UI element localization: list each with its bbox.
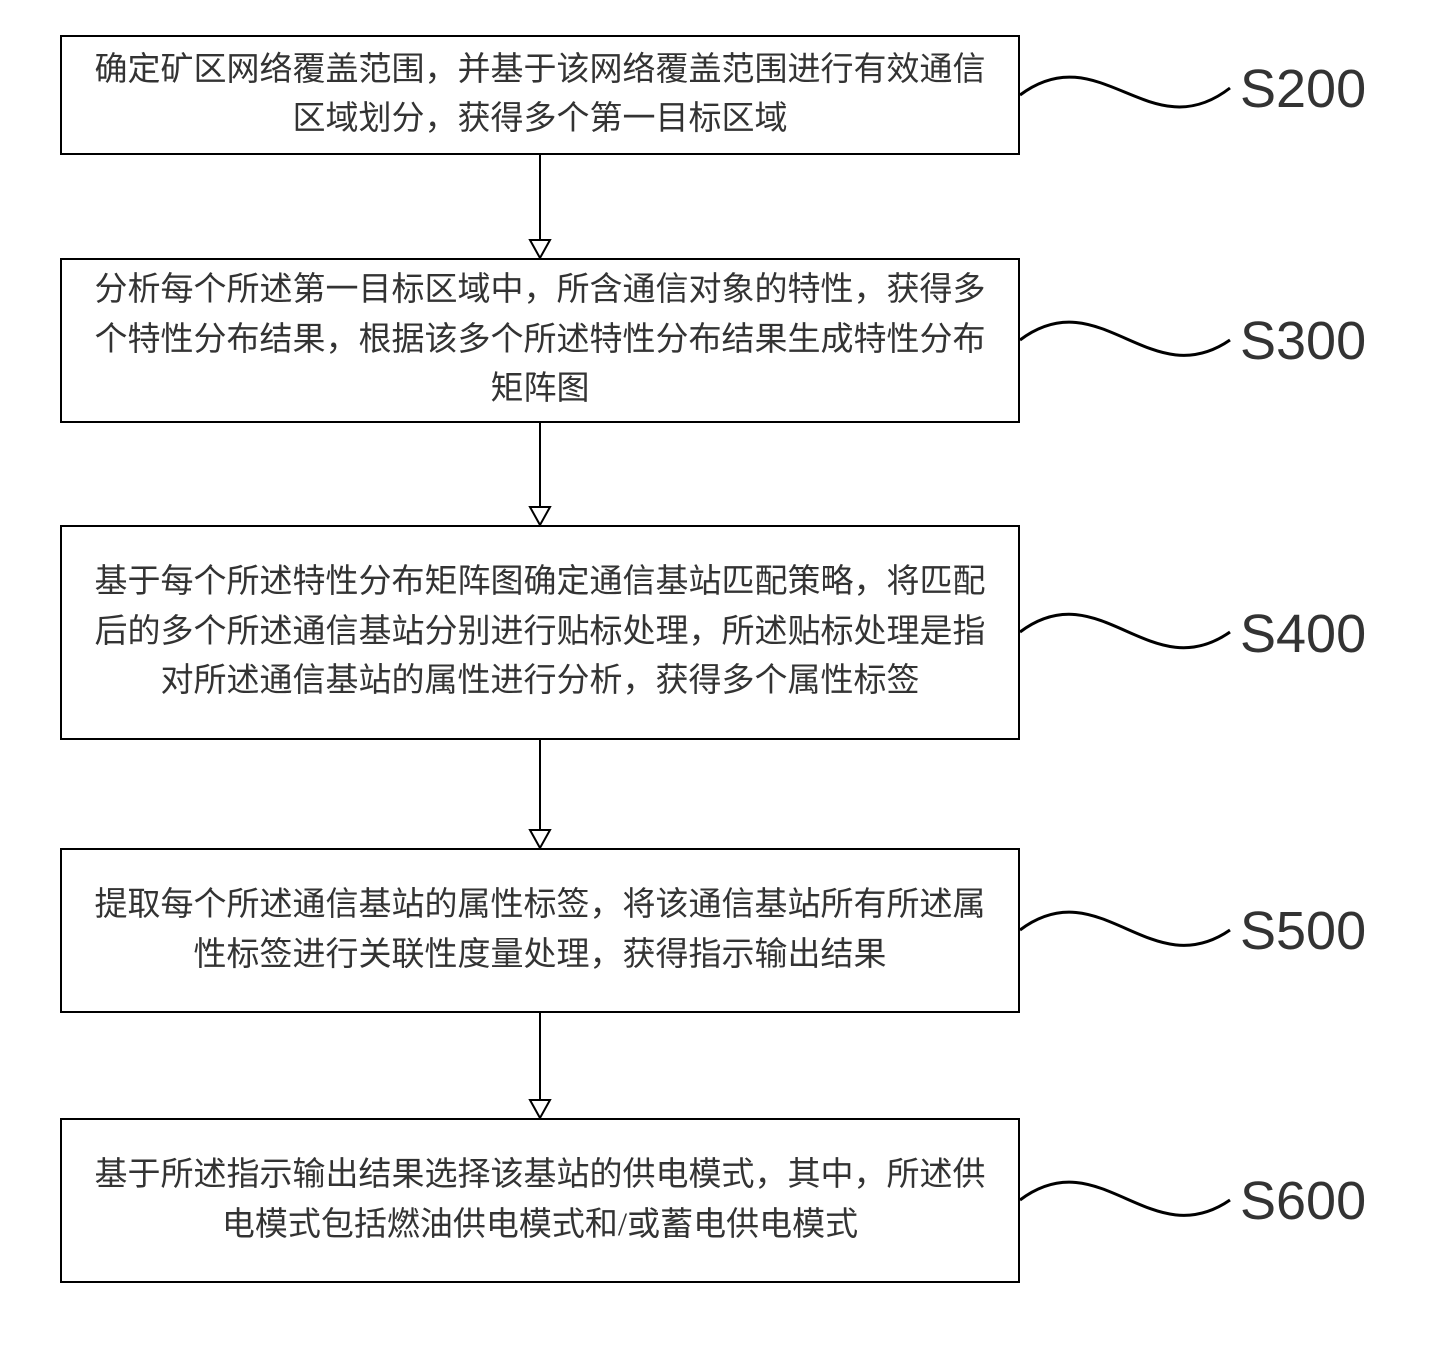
flowchart-diagram: 确定矿区网络覆盖范围，并基于该网络覆盖范围进行有效通信区域划分，获得多个第一目标… [0, 0, 1445, 1350]
connector-s600 [0, 0, 1445, 1350]
step-label-s600: S600 [1240, 1170, 1366, 1232]
